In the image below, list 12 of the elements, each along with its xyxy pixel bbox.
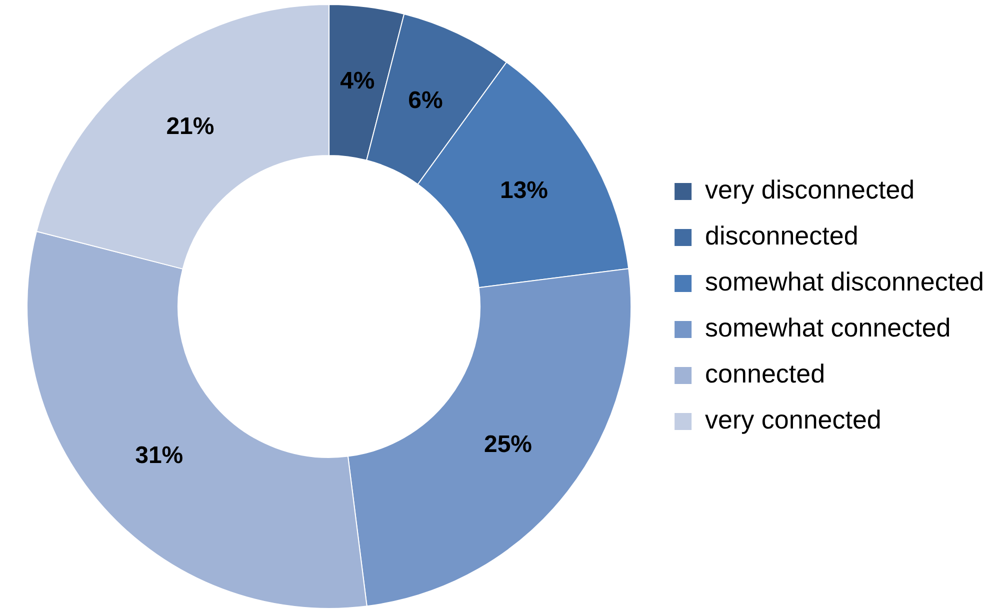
data-label: 4% bbox=[340, 67, 375, 94]
legend-label: very connected bbox=[705, 404, 882, 435]
legend-label: connected bbox=[705, 358, 826, 389]
data-label: 31% bbox=[135, 442, 184, 469]
data-label: 13% bbox=[500, 176, 548, 204]
data-label: 25% bbox=[484, 430, 532, 458]
legend-label: somewhat connected bbox=[705, 312, 951, 343]
legend-label: disconnected bbox=[705, 220, 858, 251]
data-label: 6% bbox=[408, 87, 443, 114]
legend-label: somewhat disconnected bbox=[705, 266, 984, 297]
legend-label: very disconnected bbox=[705, 174, 915, 205]
data-label: 21% bbox=[166, 113, 214, 140]
